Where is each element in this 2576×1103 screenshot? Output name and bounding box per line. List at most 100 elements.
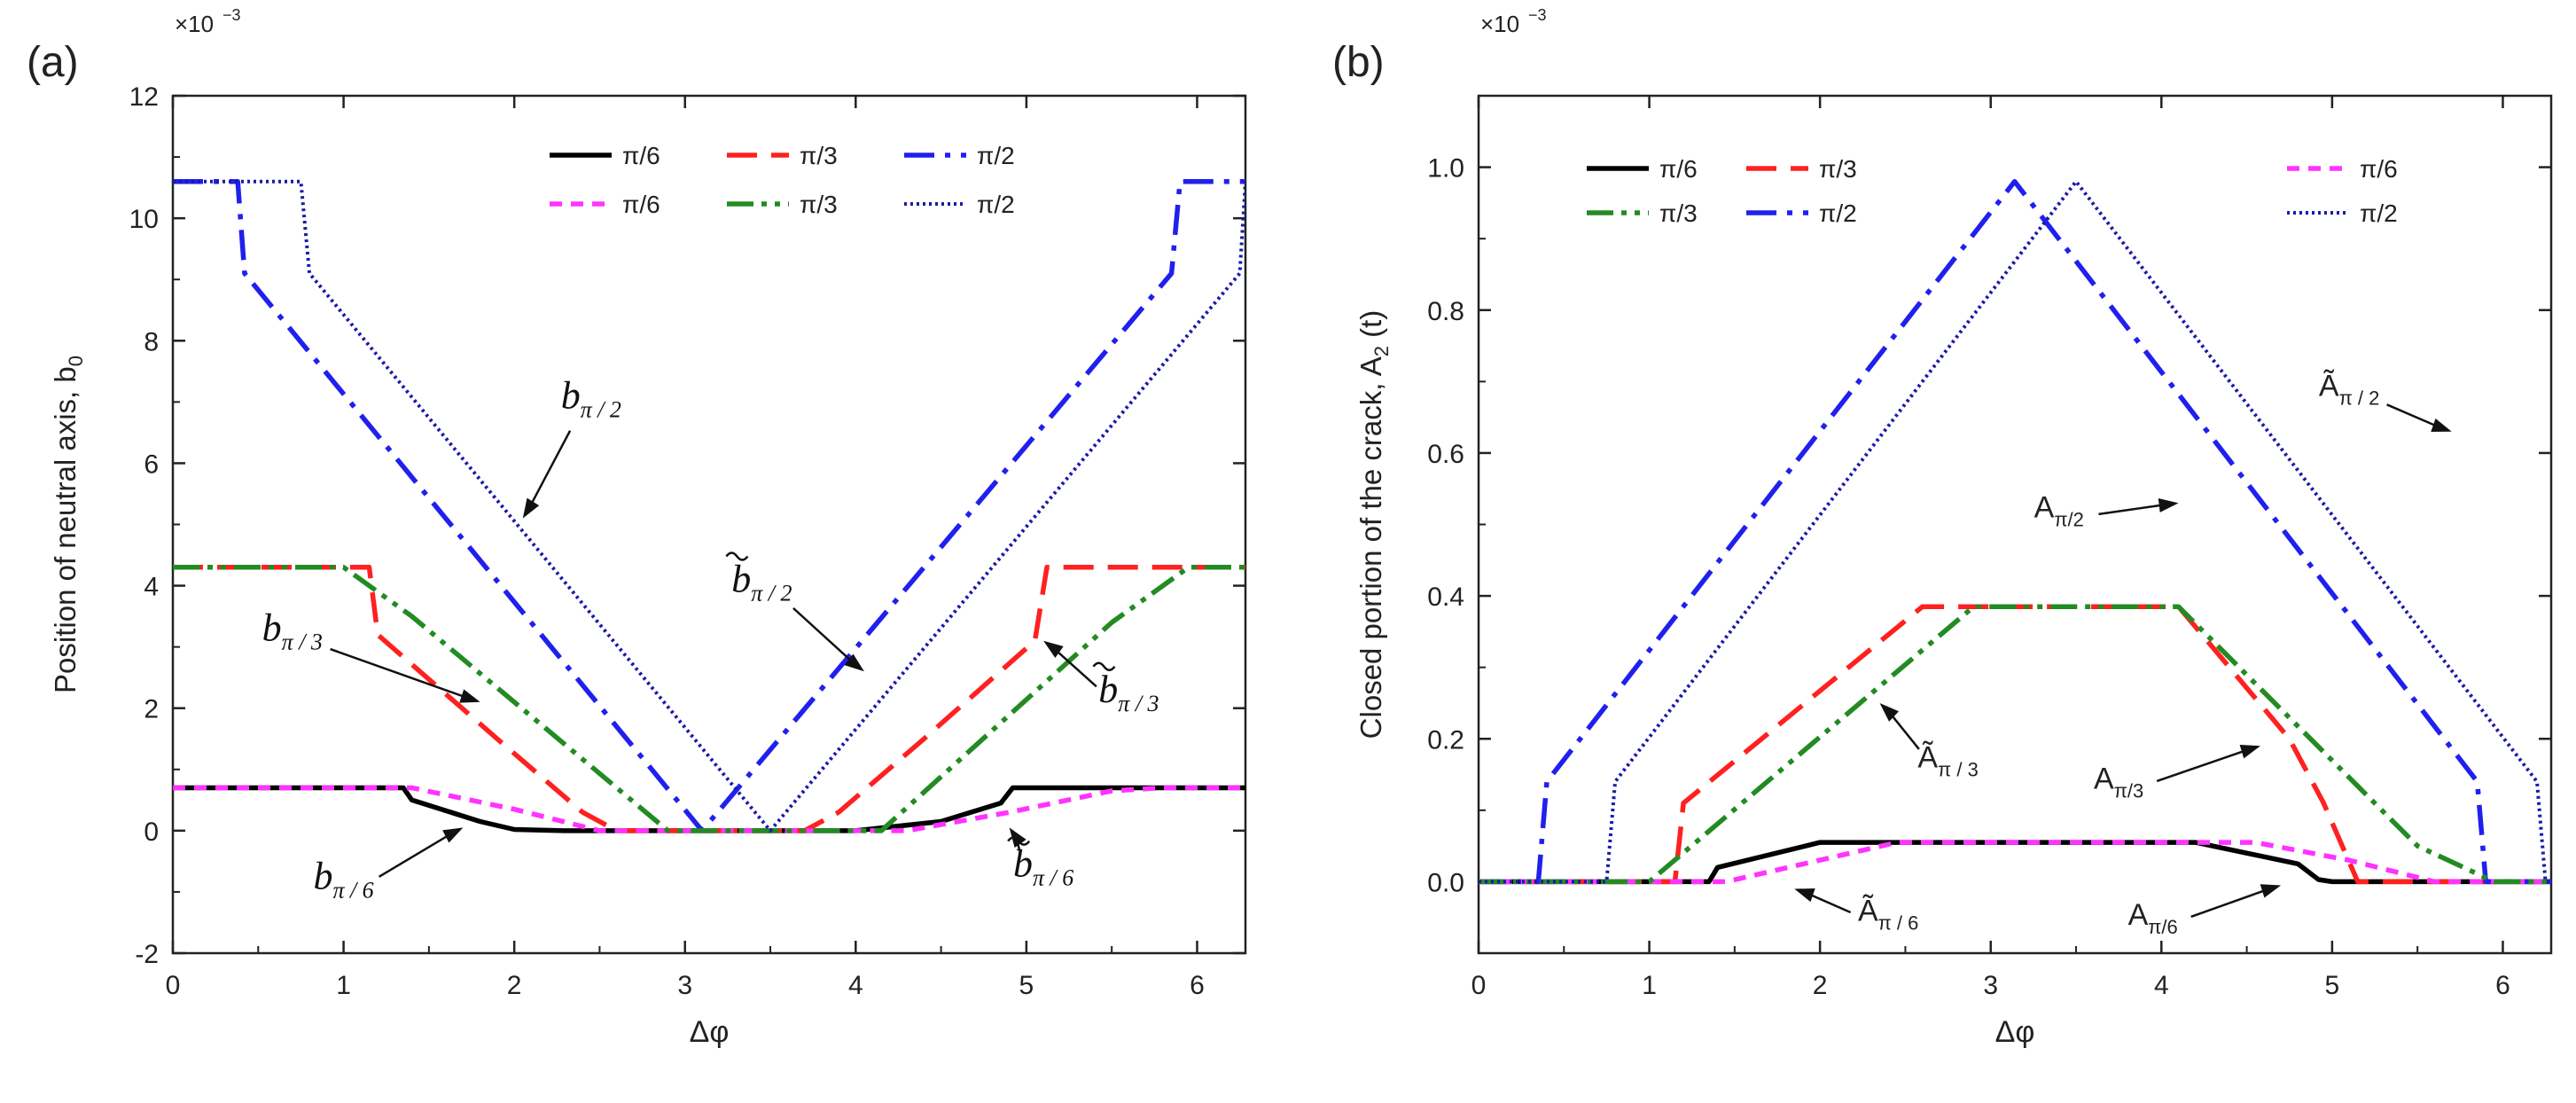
x-tick-label: 6 <box>1190 971 1205 1000</box>
x-tick-label: 1 <box>336 971 351 1000</box>
annotation-arrow <box>2386 403 2440 429</box>
annotation-arrowhead <box>1009 827 1026 849</box>
y-axis-label: Closed portion of the crack, A2 (t) <box>1354 310 1393 739</box>
tilde-mark <box>725 552 749 561</box>
y-tick-label: 0.0 <box>1427 868 1464 897</box>
y-tick-label: 10 <box>129 205 159 234</box>
legend-label: π/3 <box>1819 155 1857 183</box>
annotation-arrowhead <box>522 497 540 519</box>
annotation-arrow <box>1887 710 1920 750</box>
series-line-π/2 (b̃) <box>173 179 1245 833</box>
annotation-label: Ãπ / 3 <box>1917 740 1978 780</box>
panel-label: (a) <box>27 39 79 86</box>
annotation-label: bπ / 2 <box>731 557 792 606</box>
y-tick-label: 12 <box>129 82 159 112</box>
legend-label: π/2 <box>1819 199 1857 227</box>
scale-label: ×10 <box>175 11 214 37</box>
annotation-label: Aπ/2 <box>2034 490 2084 530</box>
annotation-arrowhead <box>459 689 480 703</box>
annotation-arrow <box>528 430 572 509</box>
annotation-arrow <box>792 606 855 665</box>
legend-label: π/3 <box>800 191 838 218</box>
chart-panel-1: 0 1 2 3 4 5 6 0.0 0.2 0.4 0.6 0.8 1.0 (b) ×10 −3 Δφ Close… <box>1332 6 2553 1049</box>
annotation-label: bπ / 6 <box>313 854 373 903</box>
y-axis-label: Position of neutral axis, b0 <box>49 356 87 693</box>
legend-label: π/3 <box>1659 199 1698 227</box>
scale-label: ×10 <box>1480 11 1519 37</box>
annotation-arrowhead <box>2239 745 2261 759</box>
annotation-arrowhead <box>2158 497 2179 512</box>
x-tick-label: 5 <box>2325 971 2340 1000</box>
legend-label: π/6 <box>622 142 660 169</box>
y-tick-label: 1.0 <box>1427 154 1464 184</box>
annotation-arrow <box>2098 503 2166 516</box>
x-tick-label: 5 <box>1019 971 1034 1000</box>
series-line-π/3 (b) <box>173 565 1245 833</box>
tilde-mark <box>1007 836 1031 846</box>
x-tick-label: 3 <box>677 971 692 1000</box>
series-group <box>173 178 1245 833</box>
x-tick-label: 2 <box>1813 971 1828 1000</box>
annotation-label: bπ / 3 <box>262 606 323 655</box>
annotation-label: Ãπ / 6 <box>1858 895 1918 935</box>
panel-label: (b) <box>1332 39 1385 86</box>
annotation-label: bπ / 6 <box>1013 842 1073 891</box>
annotation-arrowhead <box>442 827 464 843</box>
series-line-π/3 (Ã) <box>1479 604 2551 885</box>
series-line-π/6 (b̃) <box>173 785 1245 833</box>
legend-label: π/3 <box>800 142 838 169</box>
legend-label: π/2 <box>977 142 1015 169</box>
series-line-π/2 (A) <box>1479 178 2551 885</box>
x-axis-label: Δφ <box>1995 1015 2035 1049</box>
x-tick-label: 0 <box>1471 971 1487 1000</box>
annotation-arrow <box>2190 888 2270 919</box>
y-tick-label: 2 <box>144 695 159 724</box>
series-line-π/6 (b) <box>173 785 1245 833</box>
legend-label: π/6 <box>1659 155 1698 183</box>
series-line-π/6 (A) <box>1479 840 2551 885</box>
legend-label: π/2 <box>2360 199 2398 227</box>
annotation-arrowhead <box>844 653 864 672</box>
y-tick-label: 8 <box>144 327 159 356</box>
x-tick-label: 4 <box>848 971 863 1000</box>
annotation-arrow <box>1806 891 1852 914</box>
series-group <box>1479 178 2551 885</box>
x-tick-label: 2 <box>507 971 522 1000</box>
x-tick-label: 6 <box>2495 971 2510 1000</box>
plot-frame <box>171 94 1247 955</box>
annotation-label: bπ / 3 <box>1098 668 1159 716</box>
series-line-π/3 (b̃) <box>173 565 1245 833</box>
legend-label: π/2 <box>977 191 1015 218</box>
annotation-arrowhead <box>1043 640 1064 659</box>
annotation-arrow <box>378 832 453 878</box>
annotation-arrowhead <box>1879 702 1900 722</box>
annotation-arrow <box>1052 646 1097 688</box>
annotation-arrow <box>2156 748 2250 783</box>
annotation-arrowhead <box>2260 884 2282 898</box>
y-tick-label: 0.4 <box>1427 583 1464 612</box>
y-tick-label: 0.6 <box>1427 440 1464 469</box>
x-tick-label: 4 <box>2154 971 2169 1000</box>
x-tick-label: 0 <box>166 971 181 1000</box>
annotation-arrowhead <box>1794 888 1815 903</box>
annotation-label: Aπ/3 <box>2094 763 2143 802</box>
y-tick-label: 0.8 <box>1427 297 1464 326</box>
x-tick-label: 3 <box>1983 971 1998 1000</box>
series-line-π/2 (Ã) <box>1479 179 2551 884</box>
y-tick-label: 4 <box>144 573 159 602</box>
series-line-π/6 (Ã) <box>1479 840 2551 885</box>
annotation-arrowhead <box>2431 418 2452 433</box>
legend-label: π/6 <box>622 191 660 218</box>
annotation-label: Ãπ / 2 <box>2319 369 2379 409</box>
annotation-arrow <box>330 647 469 700</box>
annotation-label: Aπ/6 <box>2128 898 2178 938</box>
y-tick-label: 0 <box>144 817 159 847</box>
x-tick-label: 1 <box>1642 971 1657 1000</box>
legend-label: π/6 <box>2360 155 2398 183</box>
scale-exponent: −3 <box>222 6 241 24</box>
y-tick-label: 0.2 <box>1427 725 1464 755</box>
annotation-label: bπ / 2 <box>561 373 621 422</box>
series-line-π/2 (b) <box>173 178 1245 833</box>
